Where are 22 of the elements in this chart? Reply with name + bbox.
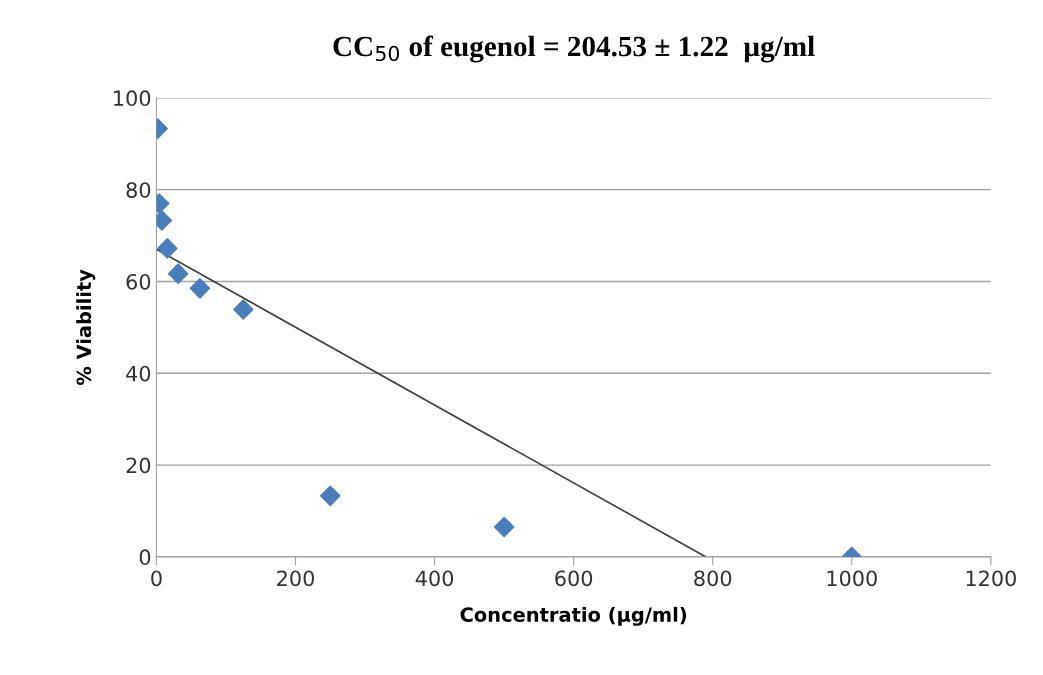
y-tick-label: 40 [126,365,151,382]
y-tick-label: 0 [139,549,151,566]
x-tick-label: 1200 [966,570,1016,587]
x-axis-title: Concentratio (µg/ml) [460,606,687,626]
y-tick-label: 80 [126,182,151,198]
point [233,299,254,320]
point [167,263,189,284]
point [189,278,211,299]
x-tick-label: 1000 [827,570,877,587]
chart-title: CC$_{50}$ of eugenol = 204.53 ± 1.22 µg/ml [333,35,815,63]
point [320,485,341,507]
y-tick-label: 100 [114,90,151,107]
point [493,516,515,538]
y-axis-title: % Viability [76,269,96,386]
x-tick-label: 600 [555,570,593,587]
x-tick-label: 0 [151,570,162,587]
y-tick-label: 20 [126,457,151,474]
x-tick-label: 400 [415,570,454,587]
x-tick-label: 200 [277,570,315,587]
y-tick-label: 60 [126,273,151,290]
point [157,238,178,259]
x-tick-label: 800 [694,570,732,587]
